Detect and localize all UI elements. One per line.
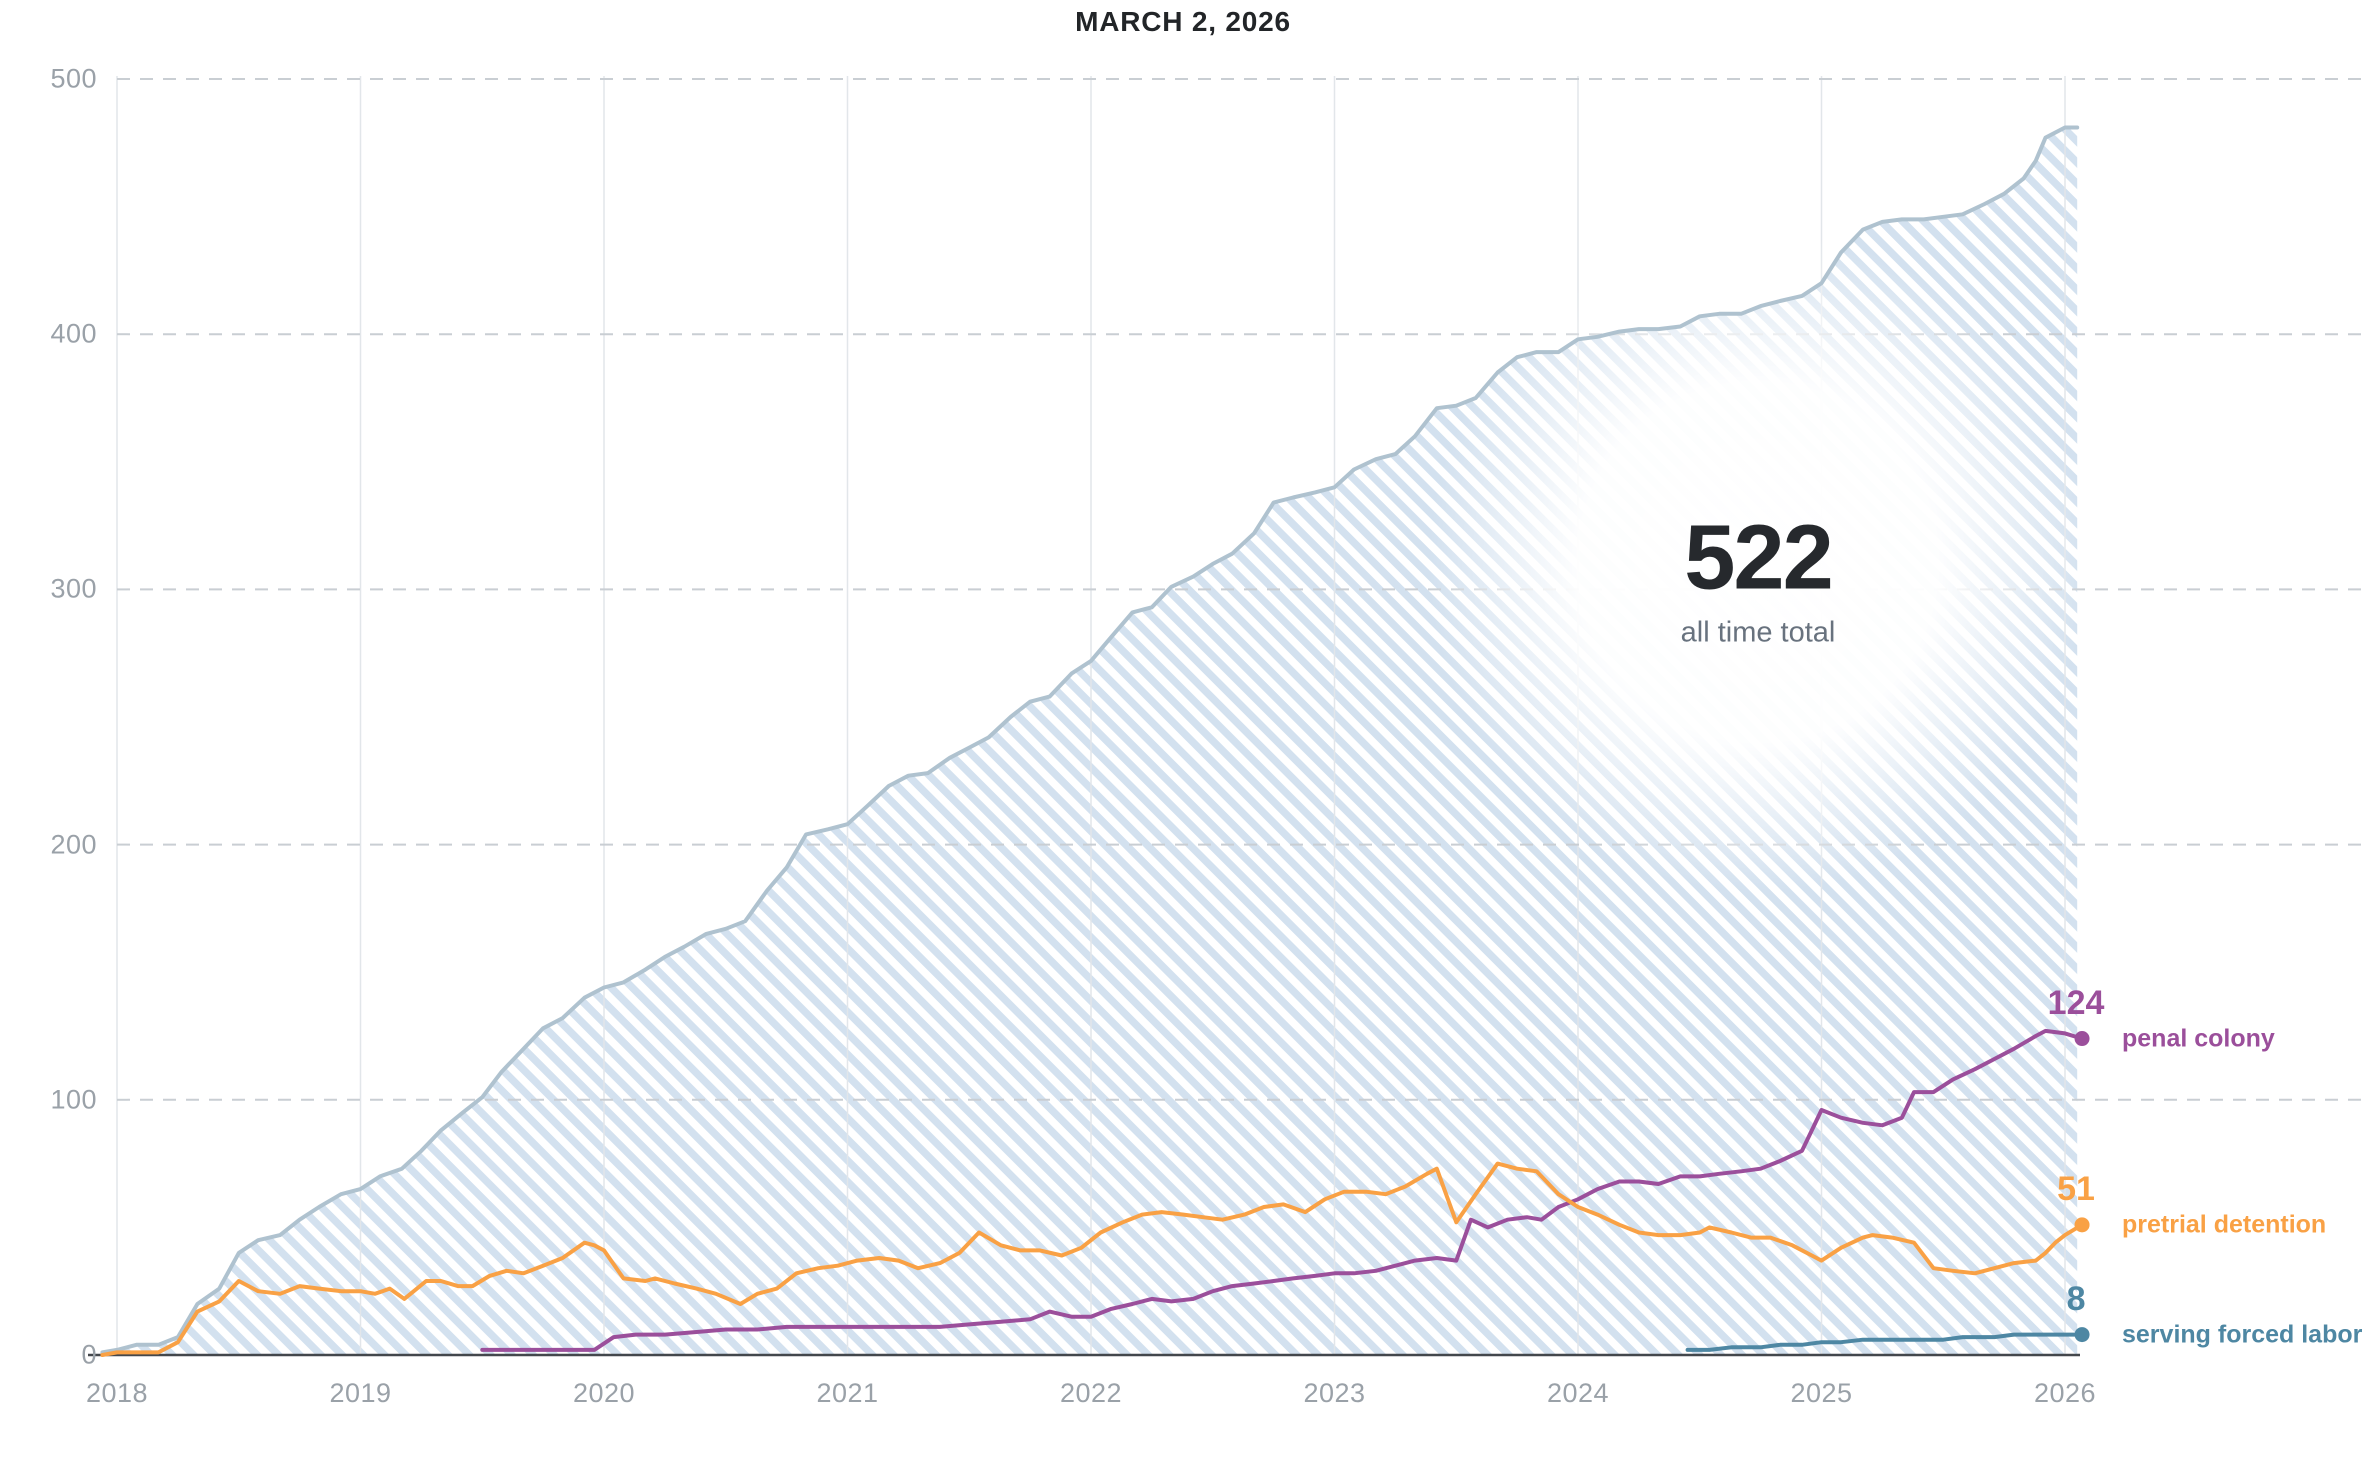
end-value-penal-colony: 124 [2047, 983, 2105, 1022]
y-axis-tick: 100 [50, 1084, 97, 1115]
series-label-serving-forced-labor: serving forced labor [2122, 1320, 2363, 1349]
all-time-total-label: all time total [1680, 616, 1836, 649]
x-axis-tick: 2021 [816, 1378, 879, 1408]
y-axis-tick: 500 [50, 63, 97, 94]
series-label-penal-colony: penal colony [2122, 1024, 2275, 1053]
series-label-pretrial-detention: pretrial detention [2122, 1210, 2327, 1239]
glow-halo [1428, 232, 2088, 892]
x-axis-tick: 2022 [1059, 1378, 1123, 1408]
x-axis-tick: 2024 [1546, 1378, 1610, 1408]
y-axis-tick: 400 [50, 318, 97, 349]
all-time-total-value: 522 [1684, 506, 1833, 609]
x-axis-tick: 2019 [329, 1378, 392, 1408]
y-axis-tick: 200 [50, 829, 97, 860]
total-line [100, 125, 2080, 1355]
x-axis-tick: 2018 [85, 1378, 149, 1408]
x-axis-tick: 2023 [1303, 1378, 1366, 1408]
chart-title: MARCH 2, 2026 [1075, 6, 1291, 37]
y-axis-tick: 300 [50, 573, 97, 604]
x-axis-tick: 2026 [2033, 1378, 2097, 1408]
end-value-pretrial-detention: 51 [2057, 1169, 2095, 1208]
series-line-penal-colony [480, 1028, 2084, 1352]
y-axis-tick: 0 [81, 1339, 97, 1370]
end-dot-pretrial-detention [2074, 1217, 2090, 1233]
end-value-serving-forced-labor: 8 [2066, 1279, 2086, 1318]
series-line-serving-forced-labor [1685, 1332, 2084, 1352]
x-axis-tick: 2025 [1790, 1378, 1853, 1408]
end-dot-serving-forced-labor [2074, 1327, 2090, 1343]
end-dot-penal-colony [2074, 1031, 2090, 1047]
x-axis-tick: 2020 [572, 1378, 636, 1408]
series-line-pretrial-detention [100, 1161, 2084, 1357]
